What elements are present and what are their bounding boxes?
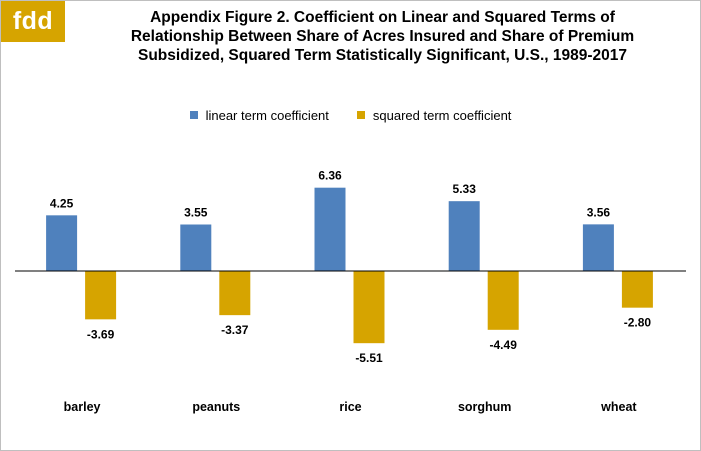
legend-label-squared: squared term coefficient: [372, 107, 512, 123]
bar-squared-barley: [85, 271, 117, 320]
bar-linear-peanuts: [180, 224, 212, 271]
bar-squared-rice: [353, 271, 385, 344]
data-label-linear-rice: 6.36: [318, 169, 342, 183]
fdd-logo: fdd: [1, 1, 65, 42]
data-label-squared-barley: -3.69: [87, 327, 115, 341]
legend-item-linear: linear term coefficient: [189, 105, 329, 125]
data-label-squared-rice: -5.51: [355, 351, 383, 365]
bar-linear-barley: [46, 215, 78, 271]
bar-linear-sorghum: [448, 201, 480, 271]
data-label-squared-peanuts: -3.37: [221, 323, 249, 337]
category-label-peanuts: peanuts: [192, 400, 240, 414]
category-label-wheat: wheat: [600, 400, 637, 414]
data-label-linear-barley: 4.25: [50, 196, 74, 210]
legend-label-linear: linear term coefficient: [205, 107, 329, 123]
legend-swatch-linear: [189, 111, 198, 119]
bar-squared-peanuts: [219, 271, 251, 316]
data-label-linear-sorghum: 5.33: [453, 182, 477, 196]
bar-squared-sorghum: [487, 271, 519, 330]
category-label-rice: rice: [339, 400, 361, 414]
category-label-barley: barley: [64, 400, 101, 414]
legend-item-squared: squared term coefficient: [356, 105, 512, 125]
bar-linear-rice: [314, 187, 346, 271]
data-label-linear-wheat: 3.56: [587, 205, 611, 219]
bar-linear-wheat: [582, 224, 614, 271]
category-label-sorghum: sorghum: [458, 400, 511, 414]
chart-title: Appendix Figure 2. Coefficient on Linear…: [65, 8, 700, 65]
bar-squared-wheat: [621, 271, 653, 308]
title-line-1: Appendix Figure 2. Coefficient on Linear…: [150, 9, 615, 26]
data-label-squared-sorghum: -4.49: [490, 338, 518, 352]
data-label-squared-wheat: -2.80: [624, 316, 652, 330]
data-label-linear-peanuts: 3.55: [184, 205, 208, 219]
title-line-3: Subsidized, Squared Term Statistically S…: [138, 47, 627, 64]
legend-swatch-squared: [356, 111, 365, 119]
title-line-2: Relationship Between Share of Acres Insu…: [130, 28, 635, 45]
chart-legend: linear term coefficient squared term coe…: [1, 105, 700, 125]
